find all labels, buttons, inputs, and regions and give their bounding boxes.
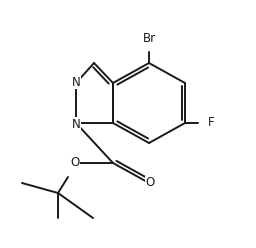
Text: N: N	[72, 75, 80, 89]
Text: Br: Br	[142, 31, 156, 44]
Text: O: O	[70, 156, 80, 169]
Text: O: O	[145, 177, 155, 189]
Text: N: N	[72, 118, 80, 130]
Text: F: F	[208, 117, 214, 129]
